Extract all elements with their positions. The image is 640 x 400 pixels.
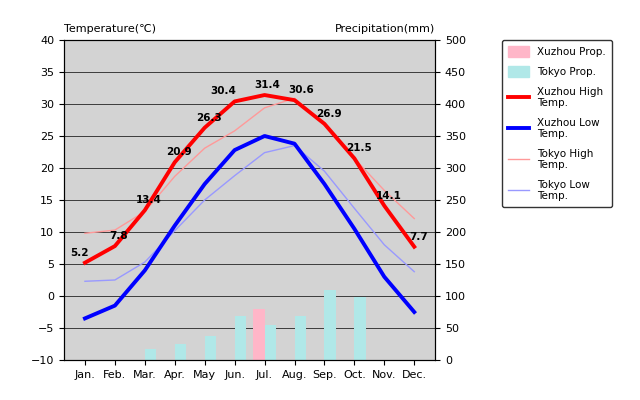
- Bar: [264, 326, 276, 360]
- Text: 5.2: 5.2: [70, 248, 89, 258]
- Text: 14.1: 14.1: [376, 191, 401, 201]
- Bar: [324, 290, 336, 360]
- Bar: [134, 360, 145, 400]
- Text: Temperature(℃): Temperature(℃): [64, 24, 156, 34]
- Text: 7.8: 7.8: [109, 231, 129, 241]
- Text: 30.6: 30.6: [289, 85, 314, 95]
- Bar: [163, 360, 175, 400]
- Bar: [145, 349, 156, 360]
- Text: 26.9: 26.9: [316, 109, 341, 119]
- Text: 26.3: 26.3: [196, 113, 221, 123]
- Bar: [115, 360, 126, 388]
- Bar: [414, 360, 426, 391]
- Bar: [283, 360, 294, 397]
- Bar: [373, 360, 384, 400]
- Bar: [403, 360, 414, 400]
- Bar: [343, 360, 355, 395]
- Text: 13.4: 13.4: [136, 195, 162, 205]
- Bar: [235, 316, 246, 360]
- Text: Precipitation(mm): Precipitation(mm): [335, 24, 435, 34]
- Text: 21.5: 21.5: [346, 144, 371, 154]
- Bar: [85, 360, 97, 391]
- Bar: [355, 297, 365, 360]
- Text: 7.7: 7.7: [409, 232, 428, 242]
- Bar: [175, 344, 186, 360]
- Bar: [104, 360, 115, 400]
- Bar: [223, 360, 235, 366]
- Text: 31.4: 31.4: [255, 80, 280, 90]
- Bar: [384, 360, 396, 364]
- Text: 20.9: 20.9: [166, 147, 192, 157]
- Bar: [253, 309, 264, 360]
- Bar: [313, 360, 324, 400]
- Bar: [294, 316, 306, 360]
- Text: 30.4: 30.4: [211, 86, 236, 96]
- Legend: Xuzhou Prop., Tokyo Prop., Xuzhou High
Temp., Xuzhou Low
Temp., Tokyo High
Temp.: Xuzhou Prop., Tokyo Prop., Xuzhou High T…: [502, 40, 612, 208]
- Bar: [74, 360, 85, 400]
- Bar: [205, 336, 216, 360]
- Bar: [193, 360, 205, 400]
